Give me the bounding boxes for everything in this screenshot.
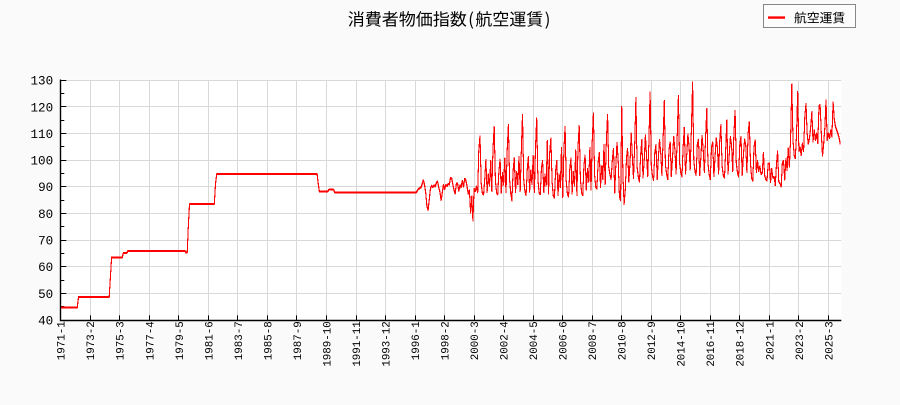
svg-text:2025-3: 2025-3 — [824, 321, 836, 360]
svg-text:40: 40 — [38, 315, 53, 329]
svg-text:1979-5: 1979-5 — [175, 321, 187, 360]
svg-text:1971-1: 1971-1 — [57, 321, 69, 360]
svg-text:1981-6: 1981-6 — [204, 321, 216, 360]
svg-text:2010-8: 2010-8 — [618, 321, 630, 360]
svg-text:1993-12: 1993-12 — [382, 321, 394, 366]
svg-text:2006-6: 2006-6 — [559, 321, 571, 360]
svg-text:2014-10: 2014-10 — [677, 321, 689, 366]
svg-text:90: 90 — [38, 181, 53, 195]
svg-text:50: 50 — [38, 288, 53, 302]
svg-text:1996-1: 1996-1 — [411, 321, 423, 360]
svg-text:2021-1: 2021-1 — [765, 321, 777, 360]
svg-text:120: 120 — [31, 101, 54, 115]
svg-text:2008-7: 2008-7 — [588, 321, 600, 360]
svg-text:2023-2: 2023-2 — [795, 321, 807, 360]
svg-text:80: 80 — [38, 208, 53, 222]
svg-text:1973-2: 1973-2 — [86, 321, 98, 360]
svg-text:1991-11: 1991-11 — [352, 321, 364, 366]
svg-text:130: 130 — [31, 75, 54, 89]
svg-text:2004-5: 2004-5 — [529, 321, 541, 360]
svg-text:1977-4: 1977-4 — [145, 321, 157, 360]
svg-text:1989-10: 1989-10 — [322, 321, 334, 366]
svg-text:2018-12: 2018-12 — [736, 321, 748, 366]
svg-text:2002-4: 2002-4 — [500, 321, 512, 360]
svg-text:1975-3: 1975-3 — [116, 321, 128, 360]
svg-text:110: 110 — [31, 128, 54, 142]
svg-text:2016-11: 2016-11 — [706, 321, 718, 366]
svg-text:1983-7: 1983-7 — [234, 321, 246, 360]
svg-text:1985-8: 1985-8 — [263, 321, 275, 360]
svg-text:100: 100 — [31, 155, 54, 169]
svg-text:2000-3: 2000-3 — [470, 321, 482, 360]
svg-text:70: 70 — [38, 235, 53, 249]
svg-text:1998-2: 1998-2 — [441, 321, 453, 360]
svg-text:60: 60 — [38, 261, 53, 275]
svg-text:1987-9: 1987-9 — [293, 321, 305, 360]
svg-text:2012-9: 2012-9 — [647, 321, 659, 360]
